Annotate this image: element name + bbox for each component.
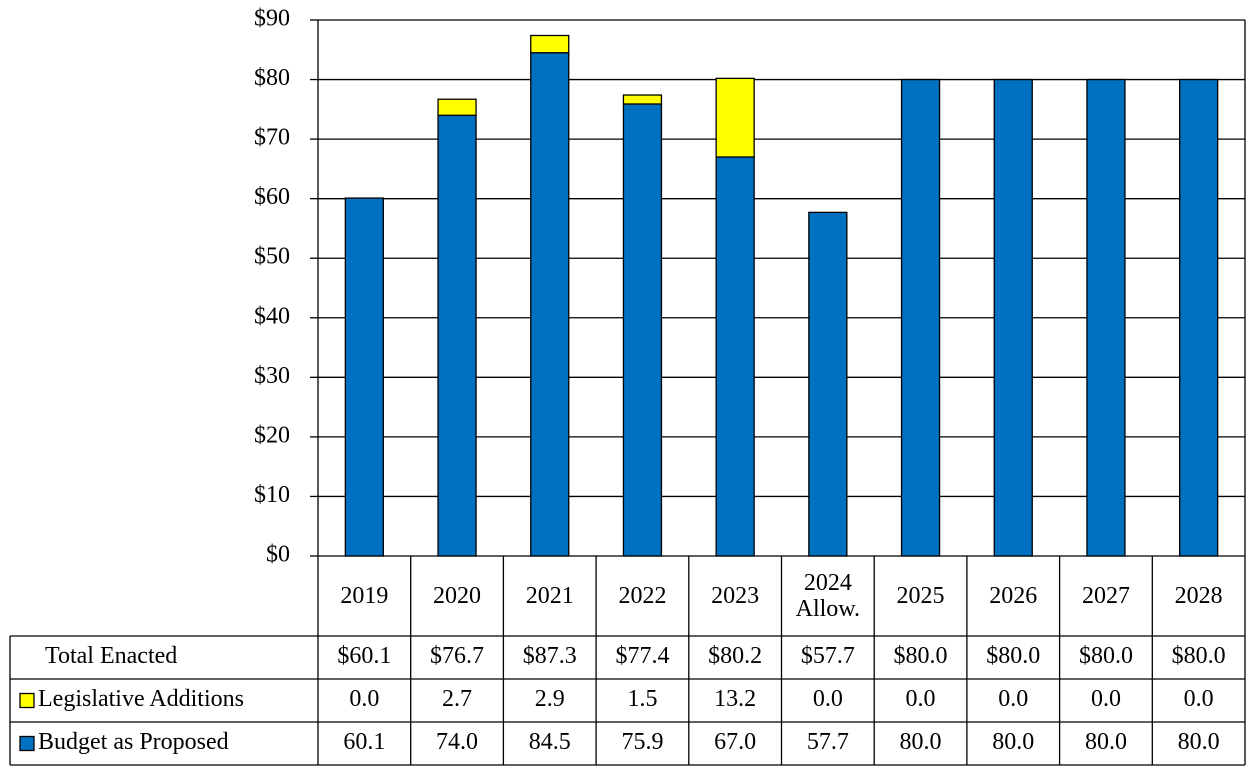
bar-segment bbox=[622, 94, 663, 105]
bar-segment bbox=[622, 103, 663, 557]
bar-segment bbox=[530, 34, 570, 54]
table-value: 0.0 bbox=[1091, 686, 1121, 712]
table-value: $80.0 bbox=[1079, 643, 1133, 669]
x-tick-label: 2024 Allow. bbox=[795, 570, 861, 622]
table-value: 2.7 bbox=[442, 686, 472, 712]
table-value: 67.0 bbox=[714, 729, 756, 755]
x-tick-label: 2027 bbox=[1081, 583, 1130, 609]
y-tick-label: $50 bbox=[254, 244, 290, 270]
bar-segment bbox=[715, 77, 755, 158]
x-tick-label: 2026 bbox=[989, 583, 1038, 609]
bar-segment bbox=[1086, 78, 1126, 557]
table-value: 0.0 bbox=[998, 686, 1028, 712]
bar-segment bbox=[900, 78, 941, 557]
table-value: 13.2 bbox=[714, 686, 756, 712]
bar-segment bbox=[344, 197, 385, 557]
table-value: $76.7 bbox=[430, 643, 484, 669]
table-value: $57.7 bbox=[801, 643, 855, 669]
table-value: $80.0 bbox=[894, 643, 948, 669]
bar-segment bbox=[530, 52, 570, 557]
table-value: 1.5 bbox=[627, 686, 657, 712]
x-tick-label: 2022 bbox=[618, 583, 667, 609]
y-tick-label: $20 bbox=[254, 422, 290, 448]
table-value: 60.1 bbox=[343, 729, 385, 755]
y-tick-label: $90 bbox=[254, 6, 290, 32]
x-tick-label: 2021 bbox=[525, 583, 574, 609]
bar-segment bbox=[808, 211, 848, 557]
bar-segment bbox=[1179, 78, 1219, 557]
table-value: 0.0 bbox=[349, 686, 379, 712]
table-value: 0.0 bbox=[813, 686, 843, 712]
table-value: $80.2 bbox=[708, 643, 762, 669]
y-tick-label: $70 bbox=[254, 125, 290, 151]
table-value: 80.0 bbox=[1178, 729, 1220, 755]
table-value: 75.9 bbox=[621, 729, 663, 755]
y-tick-label: $30 bbox=[254, 363, 290, 389]
legend-swatch bbox=[19, 692, 35, 709]
legend-swatch bbox=[19, 735, 35, 752]
y-tick-label: $0 bbox=[266, 542, 290, 568]
table-value: 57.7 bbox=[807, 729, 849, 755]
table-value: $60.1 bbox=[337, 643, 391, 669]
bar-segment bbox=[437, 114, 477, 557]
y-tick-label: $40 bbox=[254, 303, 290, 329]
y-tick-label: $80 bbox=[254, 65, 290, 91]
row-label: Total Enacted bbox=[45, 643, 177, 669]
table-value: 80.0 bbox=[900, 729, 942, 755]
table-value: 74.0 bbox=[436, 729, 478, 755]
x-tick-label: 2028 bbox=[1174, 583, 1223, 609]
x-tick-label: 2020 bbox=[433, 583, 482, 609]
bar-segment bbox=[715, 156, 755, 557]
table-value: 0.0 bbox=[1184, 686, 1214, 712]
x-tick-label: 2025 bbox=[896, 583, 945, 609]
y-tick-label: $60 bbox=[254, 184, 290, 210]
table-value: 80.0 bbox=[1085, 729, 1127, 755]
table-value: $80.0 bbox=[986, 643, 1040, 669]
table-value: 84.5 bbox=[529, 729, 571, 755]
bar-segment bbox=[437, 98, 477, 116]
table-value: 2.9 bbox=[535, 686, 565, 712]
table-value: 80.0 bbox=[992, 729, 1034, 755]
y-tick-label: $10 bbox=[254, 482, 290, 508]
table-value: 0.0 bbox=[906, 686, 936, 712]
table-value: $77.4 bbox=[615, 643, 669, 669]
table-value: $87.3 bbox=[523, 643, 577, 669]
x-tick-label: 2023 bbox=[711, 583, 760, 609]
legend-label: Legislative Additions bbox=[38, 686, 244, 712]
x-tick-label: 2019 bbox=[340, 583, 389, 609]
table-value: $80.0 bbox=[1172, 643, 1226, 669]
legend-label: Budget as Proposed bbox=[38, 729, 229, 755]
bar-segment bbox=[993, 78, 1033, 557]
